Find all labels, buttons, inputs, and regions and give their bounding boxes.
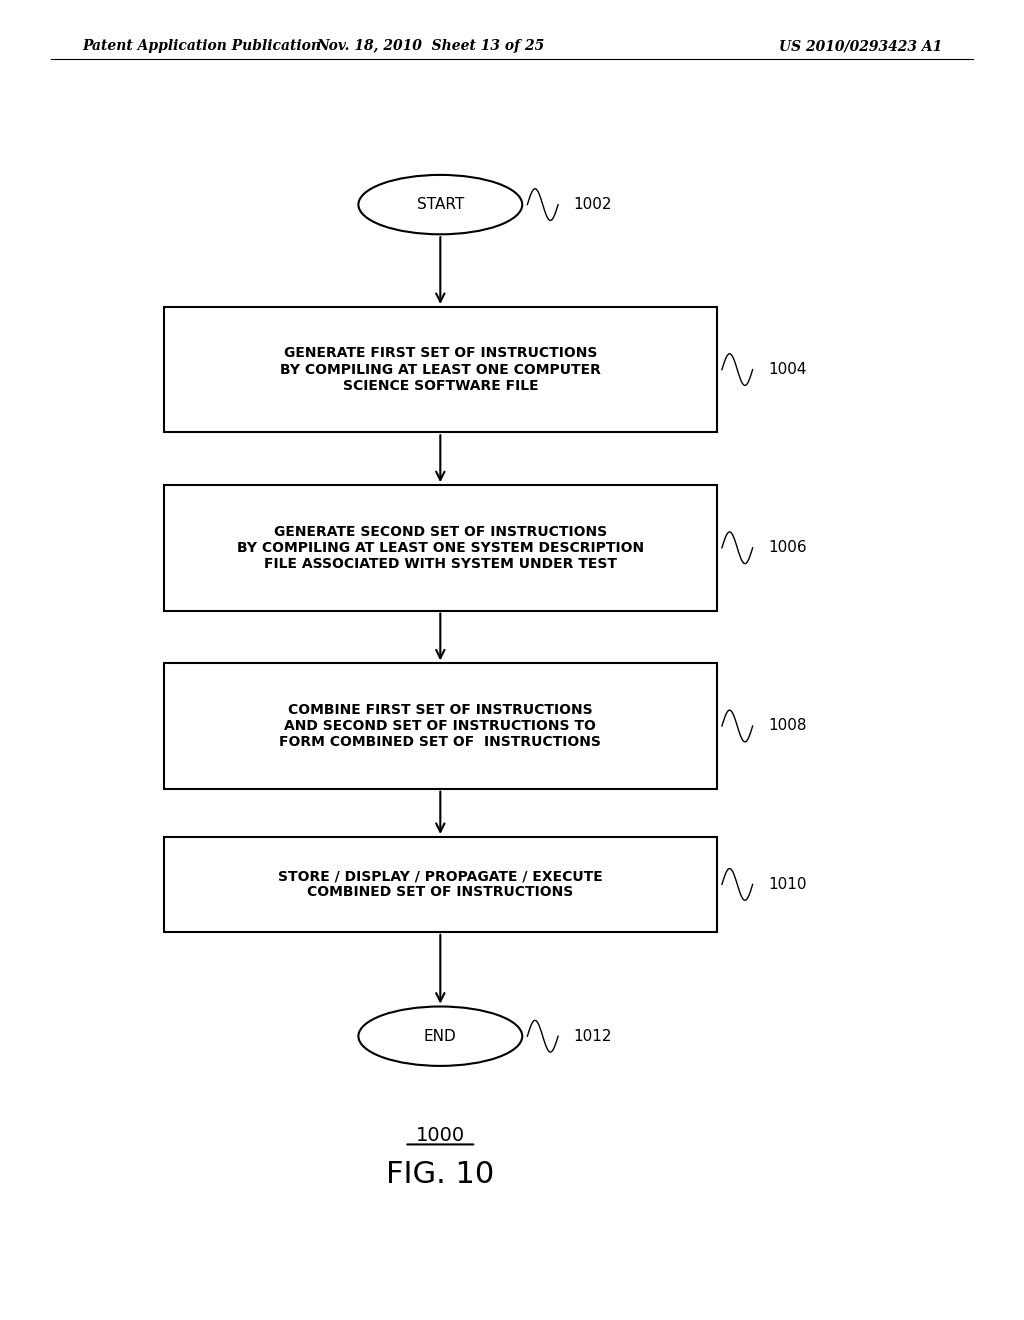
- Text: 1008: 1008: [768, 718, 807, 734]
- Text: 1006: 1006: [768, 540, 807, 556]
- FancyBboxPatch shape: [164, 308, 717, 433]
- Text: 1000: 1000: [416, 1126, 465, 1144]
- Ellipse shape: [358, 1006, 522, 1067]
- Text: 1004: 1004: [768, 362, 807, 378]
- Text: US 2010/0293423 A1: US 2010/0293423 A1: [779, 40, 942, 53]
- Text: GENERATE FIRST SET OF INSTRUCTIONS
BY COMPILING AT LEAST ONE COMPUTER
SCIENCE SO: GENERATE FIRST SET OF INSTRUCTIONS BY CO…: [280, 346, 601, 393]
- Text: GENERATE SECOND SET OF INSTRUCTIONS
BY COMPILING AT LEAST ONE SYSTEM DESCRIPTION: GENERATE SECOND SET OF INSTRUCTIONS BY C…: [237, 524, 644, 572]
- Text: COMBINE FIRST SET OF INSTRUCTIONS
AND SECOND SET OF INSTRUCTIONS TO
FORM COMBINE: COMBINE FIRST SET OF INSTRUCTIONS AND SE…: [280, 702, 601, 750]
- FancyBboxPatch shape: [164, 486, 717, 610]
- FancyBboxPatch shape: [164, 663, 717, 788]
- Text: 1002: 1002: [573, 197, 612, 213]
- Ellipse shape: [358, 176, 522, 235]
- Text: 1012: 1012: [573, 1028, 612, 1044]
- Text: START: START: [417, 197, 464, 213]
- Text: Nov. 18, 2010  Sheet 13 of 25: Nov. 18, 2010 Sheet 13 of 25: [316, 40, 544, 53]
- Text: FIG. 10: FIG. 10: [386, 1160, 495, 1189]
- FancyBboxPatch shape: [164, 837, 717, 932]
- Text: Patent Application Publication: Patent Application Publication: [82, 40, 321, 53]
- Text: 1010: 1010: [768, 876, 807, 892]
- Text: END: END: [424, 1028, 457, 1044]
- Text: STORE / DISPLAY / PROPAGATE / EXECUTE
COMBINED SET OF INSTRUCTIONS: STORE / DISPLAY / PROPAGATE / EXECUTE CO…: [278, 870, 603, 899]
